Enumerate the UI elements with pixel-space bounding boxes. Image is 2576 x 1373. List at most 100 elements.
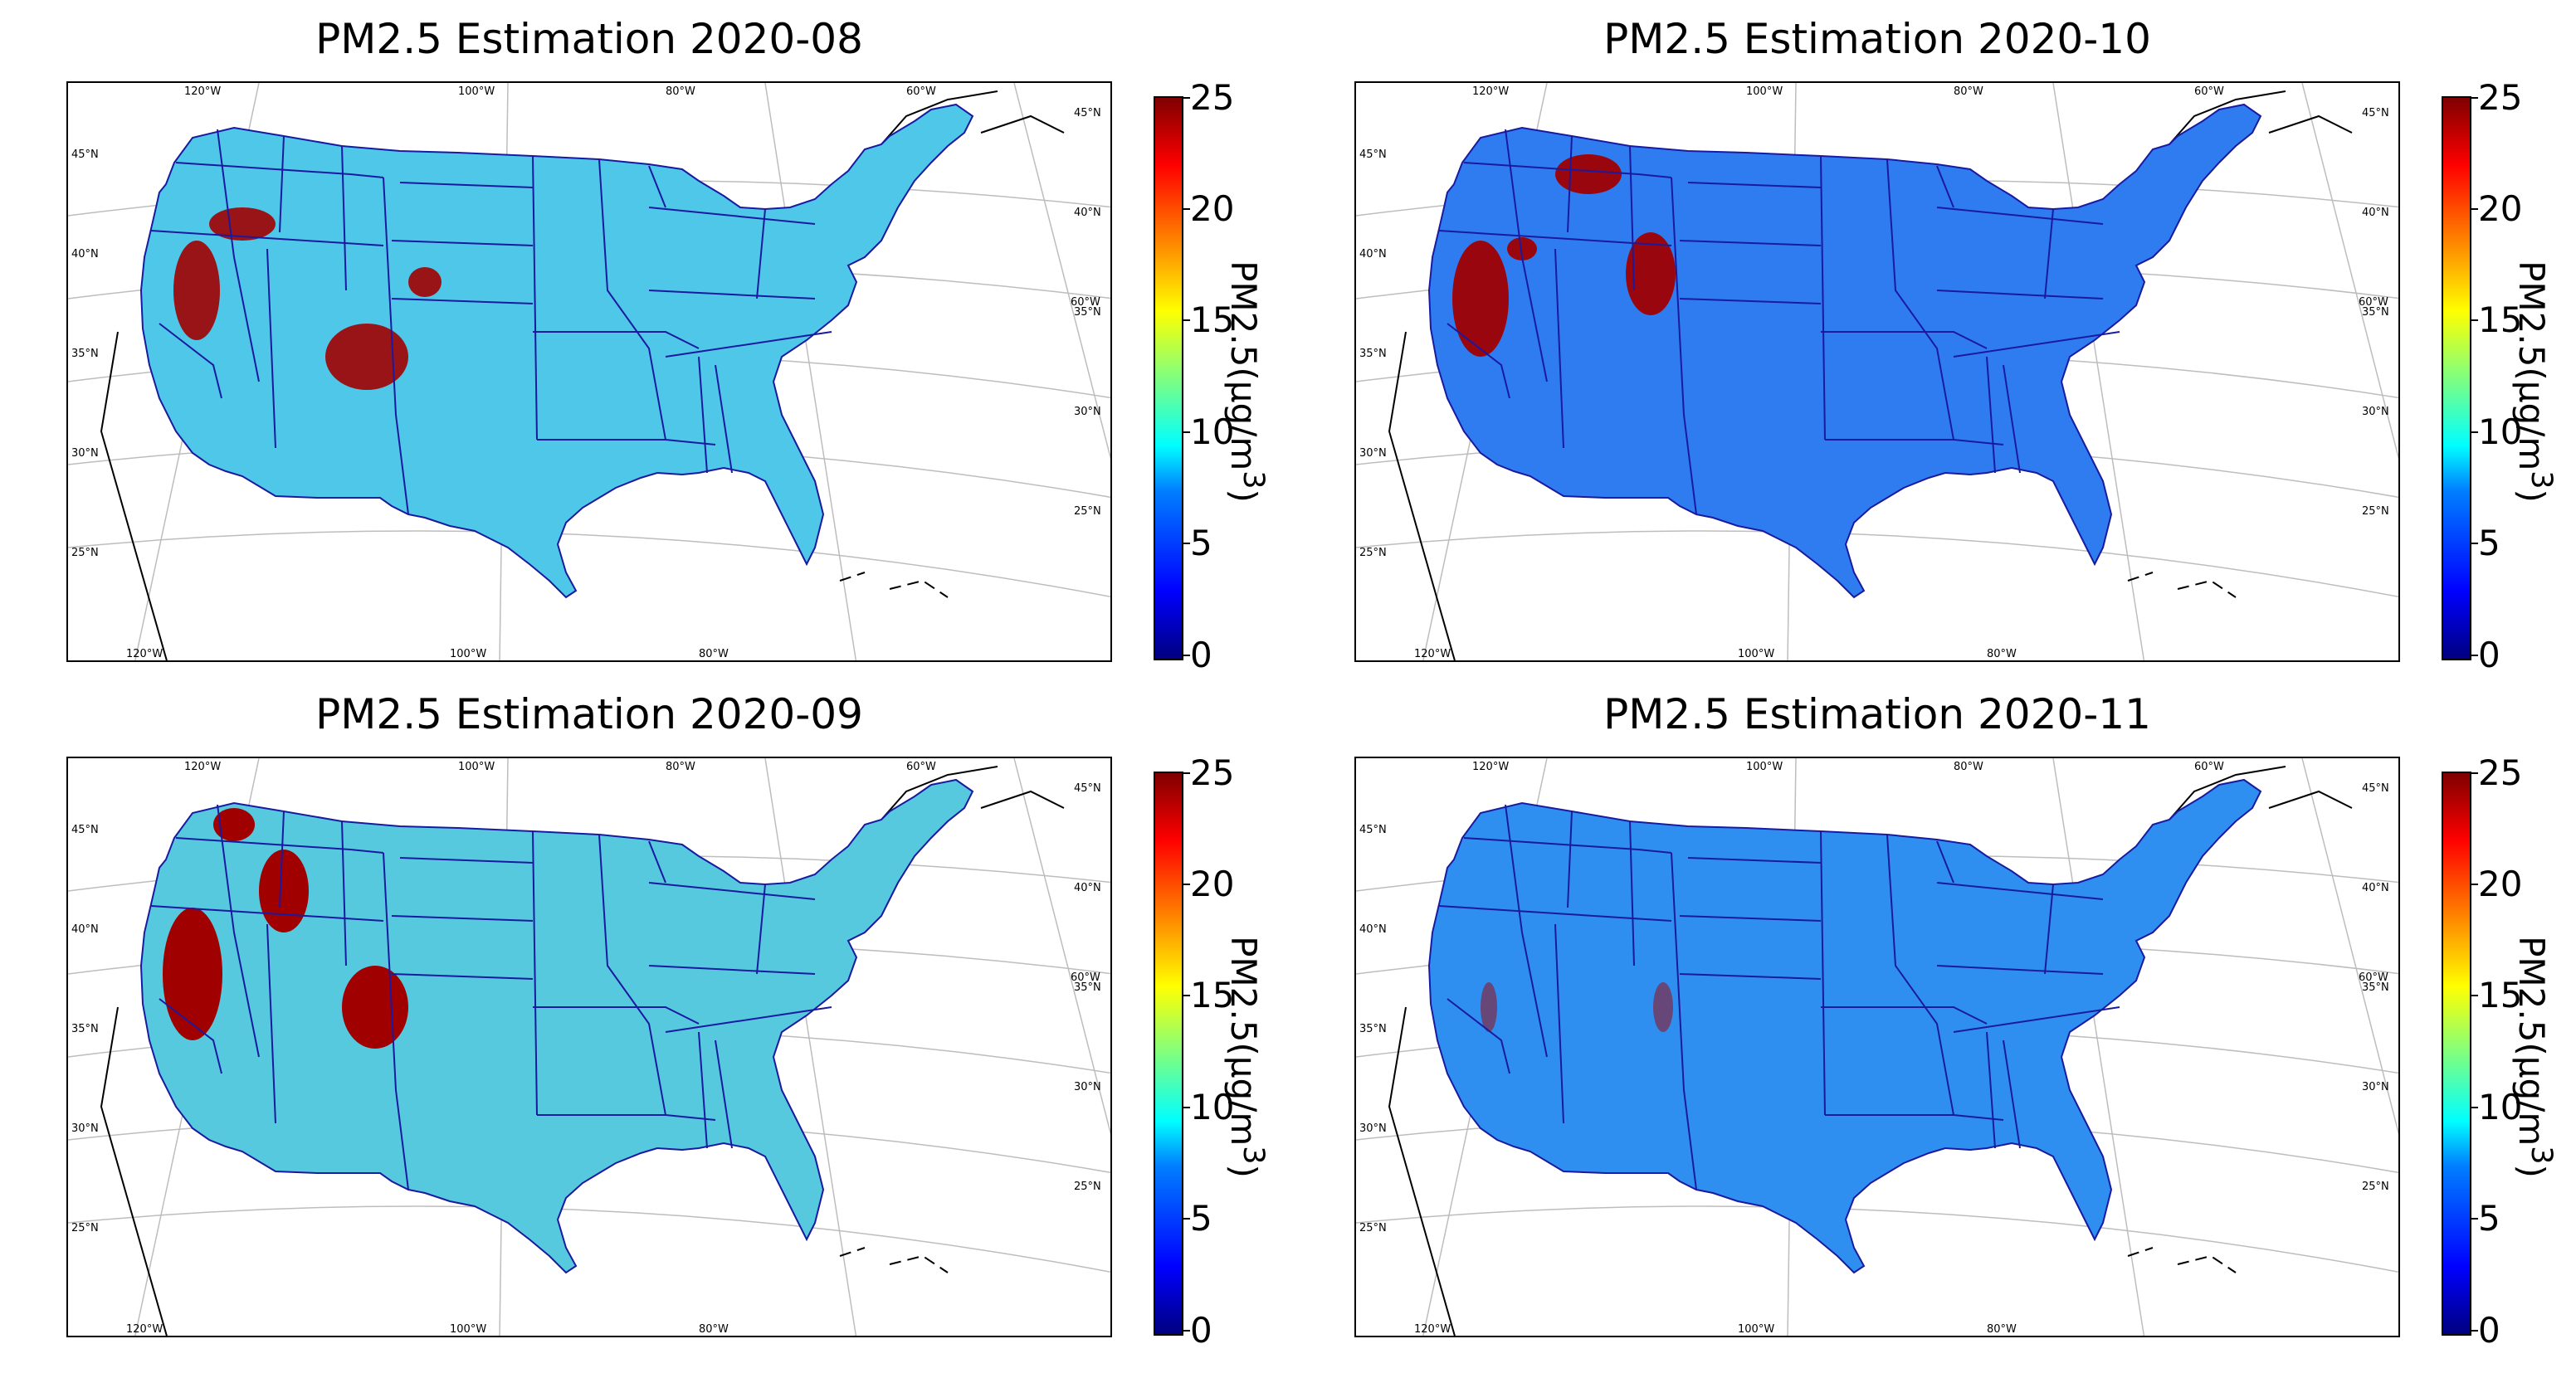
state-border: [715, 1039, 733, 1149]
pm25-hotspot: [173, 241, 220, 340]
graticule-line: [2052, 758, 2145, 1336]
map-panel-2020-11: PM2.5 Estimation 2020-11 120°W 100°W 80°W 6…: [1288, 675, 2576, 1361]
colorbar-tick-mark: [1183, 543, 1190, 544]
colorbar-tick-label: 0: [2478, 635, 2500, 675]
state-border: [1936, 207, 2104, 225]
state-border: [648, 290, 816, 299]
colorbar-tick-mark: [2471, 208, 2478, 210]
lat-label-left: 40°N: [71, 923, 99, 936]
lon-label-bottom: 120°W: [126, 1323, 163, 1336]
colorbar-tick-mark: [2471, 1107, 2478, 1108]
state-border: [1629, 820, 1635, 966]
lon-label-top: 60°W: [2194, 761, 2224, 773]
lon-label-top: 80°W: [666, 85, 695, 98]
colorbar-tick-label: 10: [2478, 411, 2523, 452]
graticule-line: [1356, 1205, 2398, 1273]
graticule-line: [68, 1205, 1110, 1273]
colorbar-label: PM2.5(µg/m3): [1223, 936, 1270, 1178]
coastline-caribbean: [839, 1247, 949, 1273]
state-border: [648, 840, 666, 884]
conus-land: [139, 778, 974, 1274]
lon-label-bottom: 120°W: [1414, 648, 1451, 660]
coastline-caribbean: [2127, 572, 2237, 598]
colorbar-tick-label: 20: [2478, 188, 2523, 229]
panel-title: PM2.5 Estimation 2020-09: [315, 690, 863, 738]
state-border: [341, 145, 347, 291]
state-border: [341, 820, 347, 966]
colorbar-tick-label: 25: [1190, 77, 1235, 118]
lat-label-left: 45°N: [1359, 148, 1387, 161]
state-border: [391, 973, 534, 980]
lat-label-left: 40°N: [1359, 248, 1387, 260]
colorbar-tick-label: 0: [1190, 1310, 1212, 1351]
state-border: [1687, 857, 1822, 864]
lon-label-top: 120°W: [1472, 85, 1509, 98]
colorbar: [1154, 772, 1183, 1336]
lat-label-left: 35°N: [71, 348, 99, 360]
lat-label-right: 30°N: [1074, 1081, 1101, 1093]
state-border: [383, 177, 409, 515]
state-border: [1447, 323, 1510, 399]
lat-label-left: 25°N: [71, 1222, 99, 1234]
state-border: [1554, 923, 1564, 1124]
lon-label-right: 60°W: [1071, 971, 1100, 984]
state-border: [648, 207, 816, 225]
colorbar-tick-label: 20: [1190, 864, 1235, 904]
state-border: [1886, 158, 1954, 441]
colorbar-tick-mark: [2471, 1218, 2478, 1220]
usa-map: 120°W 100°W 80°W 60°W 120°W 100°W 80°W 45°N 40°N…: [68, 758, 1110, 1336]
state-border: [1671, 852, 1697, 1190]
lat-label-right: 40°N: [2362, 882, 2389, 894]
colorbar-label: PM2.5(µg/m3): [1223, 260, 1270, 503]
lon-label-right: 60°W: [2359, 971, 2388, 984]
pm25-hotspot: [342, 966, 408, 1049]
state-border: [175, 162, 384, 178]
coastline-canada: [881, 90, 1065, 145]
state-border: [598, 158, 666, 441]
state-border: [1554, 248, 1564, 449]
pm25-hotspot: [163, 908, 222, 1040]
lat-label-right: 40°N: [2362, 207, 2389, 219]
state-border: [1505, 804, 1548, 1058]
lat-label-right: 35°N: [2362, 306, 2389, 319]
pm25-hotspot: [325, 324, 408, 390]
colorbar-tick-label: 15: [2478, 975, 2523, 1015]
colorbar-tick-label: 25: [2478, 77, 2523, 118]
lon-label-bottom: 120°W: [126, 648, 163, 660]
colorbar-tick-label: 25: [2478, 752, 2523, 793]
state-border: [2044, 208, 2054, 299]
conus-land: [139, 103, 974, 599]
colorbar-tick-mark: [2471, 655, 2478, 656]
lon-label-top: 60°W: [906, 85, 936, 98]
lon-label-top: 60°W: [906, 761, 936, 773]
state-border: [1687, 182, 1822, 188]
state-border: [159, 998, 222, 1074]
map-area: 120°W 100°W 80°W 60°W 120°W 100°W 80°W 45°N 40°N…: [66, 757, 1112, 1337]
state-border: [2003, 364, 2021, 474]
state-border: [1567, 135, 1573, 233]
colorbar: [1154, 96, 1183, 660]
state-border: [1986, 1031, 1996, 1149]
state-border: [391, 240, 534, 246]
colorbar-tick-mark: [1183, 1107, 1190, 1108]
lat-label-left: 35°N: [1359, 1023, 1387, 1035]
state-border: [1679, 240, 1822, 246]
lon-label-top: 80°W: [666, 761, 695, 773]
lon-label-bottom: 100°W: [450, 648, 486, 660]
state-border: [383, 852, 409, 1190]
lat-label-right: 45°N: [2362, 782, 2389, 795]
lat-label-right: 25°N: [2362, 505, 2389, 518]
lat-label-left: 45°N: [71, 148, 99, 161]
lon-label-top: 120°W: [184, 85, 221, 98]
lat-label-left: 30°N: [71, 1122, 99, 1135]
colorbar-tick-mark: [2471, 772, 2478, 774]
colorbar-tick-mark: [1183, 884, 1190, 885]
state-border: [1953, 331, 2120, 358]
state-border: [1936, 882, 2104, 900]
map-panel-2020-10: PM2.5 Estimation 2020-10 120°W 100°W 80°W 6…: [1288, 0, 2576, 686]
state-border: [1936, 965, 2104, 975]
lat-label-left: 35°N: [71, 1023, 99, 1035]
lat-label-right: 45°N: [2362, 107, 2389, 119]
state-border: [2003, 1039, 2021, 1149]
lat-label-left: 45°N: [1359, 824, 1387, 836]
